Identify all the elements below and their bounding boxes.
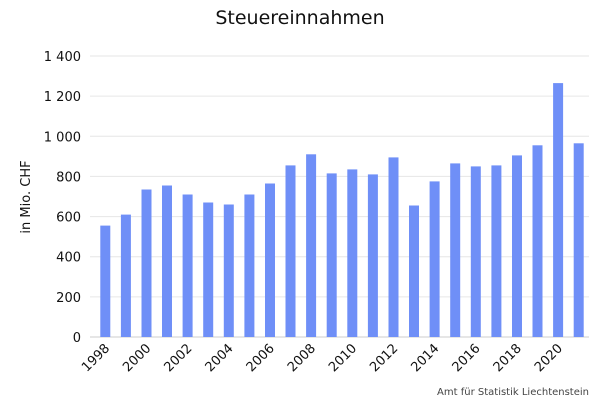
bar-2002	[182, 194, 193, 337]
bars	[100, 83, 584, 337]
x-tick-label: 2016	[450, 341, 484, 375]
gridlines	[90, 55, 589, 338]
bar-2019	[532, 145, 543, 337]
bar-2016	[470, 166, 481, 337]
bar-2010	[347, 169, 358, 337]
bar-1999	[120, 214, 131, 337]
y-axis: 0 200 400 600 800 1 000 1 200 1 400	[44, 50, 81, 346]
x-tick-label: 2020	[532, 341, 566, 375]
x-tick-label: 2004	[203, 341, 237, 375]
bar-2000	[141, 189, 152, 337]
y-axis-label: in Mio. CHF	[19, 160, 34, 233]
bar-1998	[100, 225, 111, 337]
bar-2020	[553, 83, 564, 337]
y-tick-label: 800	[56, 170, 81, 185]
source-label: Amt für Statistik Liechtenstein	[437, 387, 589, 398]
y-tick-label: 600	[56, 211, 81, 226]
bar-2007	[285, 165, 296, 337]
bar-2013	[409, 205, 419, 337]
bar-2003	[203, 202, 214, 337]
y-tick-label: 1 400	[44, 50, 81, 65]
bar-2021	[573, 143, 584, 337]
x-tick-label: 2002	[161, 341, 195, 375]
x-axis: 1998 2000 2002 2004 2006 2008 2010 2012 2014 2016…	[79, 341, 566, 375]
y-tick-label: 1 200	[44, 90, 81, 105]
bar-2004	[223, 204, 234, 337]
y-tick-label: 200	[56, 291, 81, 306]
bar-2005	[244, 194, 255, 337]
x-tick-label: 1998	[79, 341, 113, 375]
x-tick-label: 2018	[491, 341, 525, 375]
y-tick-label: 400	[56, 251, 81, 266]
bar-2001	[162, 185, 172, 337]
bar-2006	[265, 183, 275, 337]
x-tick-label: 2006	[244, 341, 278, 375]
x-tick-label: 2000	[120, 341, 154, 375]
bar-2008	[306, 154, 317, 337]
chart-title: Steuereinnahmen	[215, 7, 385, 29]
bar-2012	[388, 157, 399, 337]
bar-2011	[367, 174, 378, 337]
bar-2009	[326, 173, 337, 337]
x-tick-label: 2014	[408, 341, 442, 375]
bar-2018	[512, 155, 522, 337]
bar-2014	[429, 181, 440, 337]
bar-2015	[450, 163, 461, 337]
x-tick-label: 2008	[285, 341, 319, 375]
y-tick-label: 1 000	[44, 130, 81, 145]
x-tick-label: 2012	[367, 341, 401, 375]
bar-2017	[491, 165, 502, 337]
x-tick-label: 2010	[326, 341, 360, 375]
y-tick-label: 0	[73, 331, 81, 346]
